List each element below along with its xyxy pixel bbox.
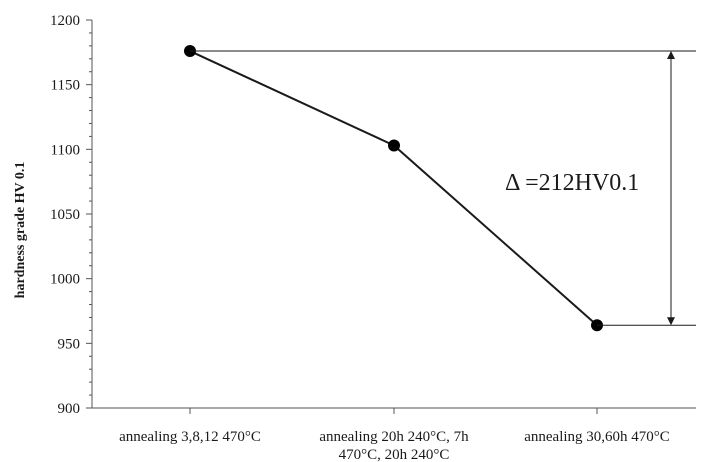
y-tick-label: 1100 <box>51 142 80 158</box>
y-ticks: 900 950 1000 1050 1100 1150 1200 <box>50 13 92 417</box>
x-categories: annealing 3,8,12 470°C annealing 20h 240°… <box>119 408 670 462</box>
x-tick-label: 470°C, 20h 240°C <box>339 447 450 462</box>
x-tick-label: annealing 20h 240°C, 7h <box>319 429 469 445</box>
y-tick-label: 950 <box>58 336 81 352</box>
y-tick-label: 900 <box>58 401 81 417</box>
x-tick-label: annealing 30,60h 470°C <box>524 429 670 445</box>
x-tick-label: annealing 3,8,12 470°C <box>119 429 261 445</box>
delta-label: Δ =212HV0.1 <box>505 170 639 196</box>
delta-arrowhead-down <box>667 317 675 326</box>
y-tick-label: 1050 <box>50 207 80 223</box>
delta-arrowhead-up <box>667 51 675 60</box>
y-axis-title: hardness grade HV 0.1 <box>13 162 28 299</box>
y-tick-label: 1150 <box>51 78 80 94</box>
y-tick-label: 1200 <box>50 13 80 29</box>
delta-annotation: Δ =212HV0.1 <box>190 50 696 326</box>
y-tick-label: 1000 <box>50 272 80 288</box>
series <box>184 45 603 332</box>
axes <box>91 20 696 409</box>
data-point <box>388 139 400 152</box>
